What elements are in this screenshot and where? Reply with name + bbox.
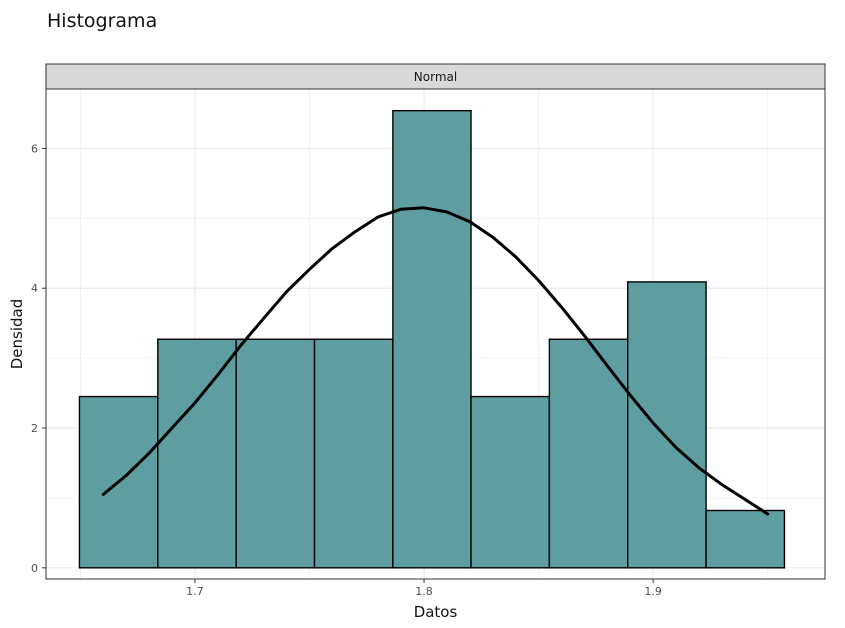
histogram-bar-4 bbox=[313, 338, 394, 569]
density-curve bbox=[101, 206, 770, 516]
y-axis: 0 2 4 6 bbox=[31, 142, 46, 575]
y-tick-label: 6 bbox=[31, 142, 38, 155]
x-axis: 1.7 1.8 1.9 bbox=[186, 579, 662, 598]
facet-strip-label: Normal bbox=[414, 70, 457, 84]
histogram-bar-3 bbox=[235, 338, 316, 569]
y-tick-label: 2 bbox=[31, 422, 38, 435]
facet-strip: Normal bbox=[45, 63, 826, 90]
chart-title: Histograma bbox=[47, 10, 157, 32]
panel-border bbox=[45, 88, 826, 580]
histogram-bar-7 bbox=[548, 338, 629, 569]
y-tick-label: 4 bbox=[31, 282, 38, 295]
histogram-bar-6 bbox=[470, 395, 551, 569]
histogram-bar-5 bbox=[392, 109, 472, 569]
histogram-bars bbox=[78, 109, 786, 569]
y-axis-title: Densidad bbox=[8, 299, 26, 370]
facet-strip-background bbox=[45, 63, 826, 90]
density-curve-layer bbox=[101, 206, 770, 516]
histogram-bar-8 bbox=[627, 281, 707, 569]
y-tick-label: 0 bbox=[31, 562, 38, 575]
x-tick-label: 1.8 bbox=[415, 585, 433, 598]
x-tick-label: 1.9 bbox=[644, 585, 662, 598]
histogram-bar-2 bbox=[157, 338, 237, 569]
x-axis-title: Datos bbox=[414, 603, 458, 621]
histogram-bar-9 bbox=[705, 509, 786, 569]
x-tick-label: 1.7 bbox=[186, 585, 204, 598]
